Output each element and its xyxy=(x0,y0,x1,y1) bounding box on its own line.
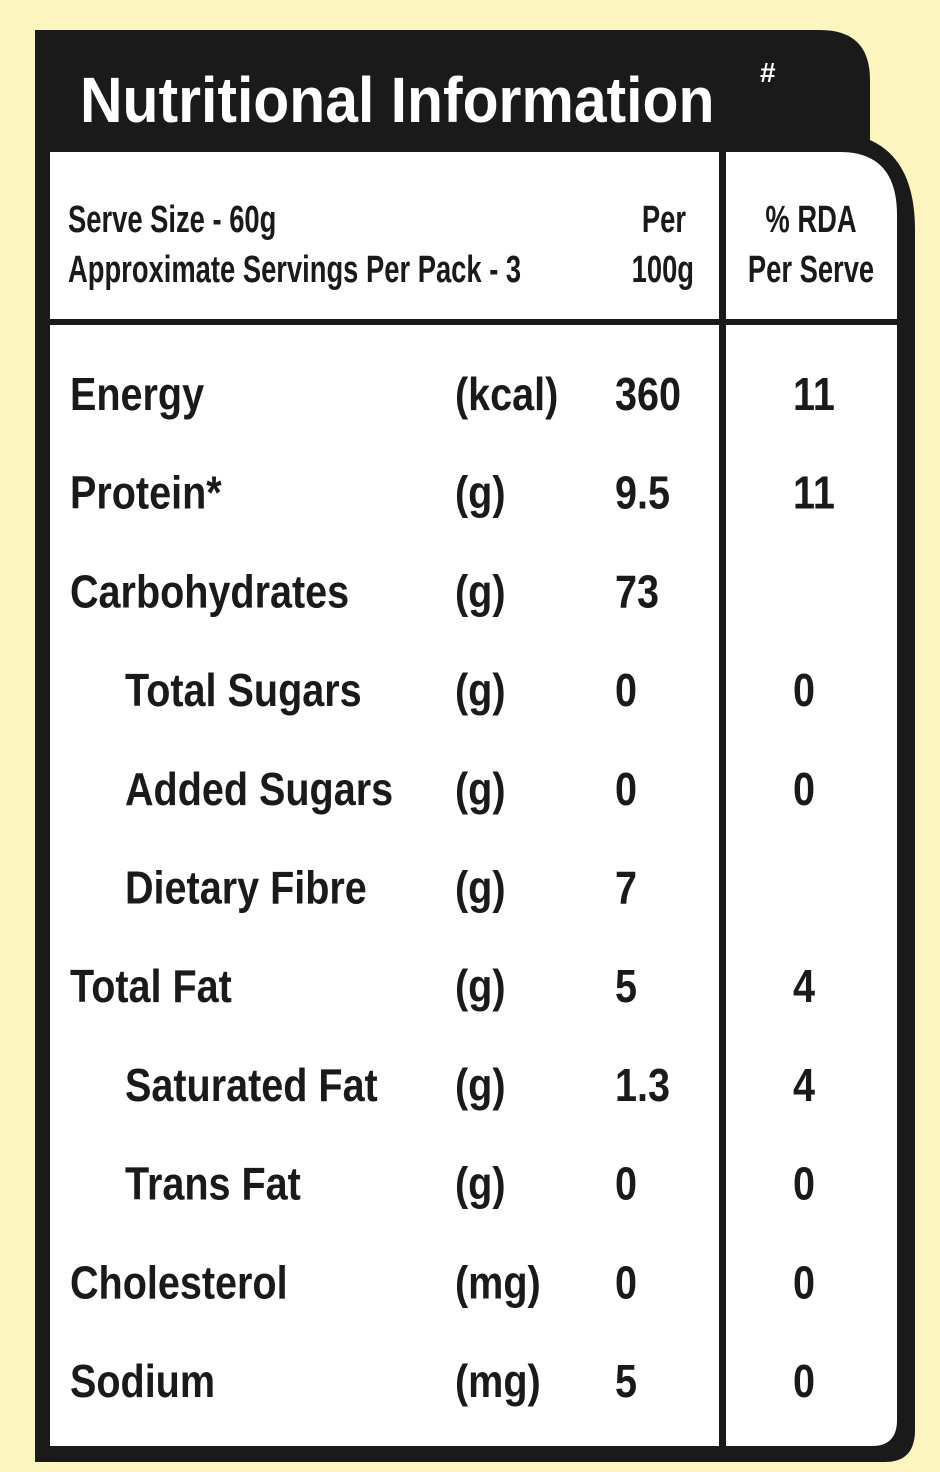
unit: (g) xyxy=(455,1060,506,1111)
per-100g: 0 xyxy=(615,665,637,716)
unit: (g) xyxy=(455,863,506,914)
rda: 11 xyxy=(793,468,835,519)
title-mark: # xyxy=(760,57,776,88)
per-100g: 9.5 xyxy=(615,468,670,519)
nutrient-name: Saturated Fat xyxy=(125,1060,378,1111)
column-header: Per Serve xyxy=(748,249,874,291)
servings: Approximate Servings Per Pack - 3 xyxy=(68,249,521,291)
unit: (g) xyxy=(455,567,506,618)
unit: (kcal) xyxy=(455,369,558,420)
column-header: Per xyxy=(642,199,686,241)
per-100g: 7 xyxy=(615,863,637,914)
rda: 0 xyxy=(793,764,815,815)
nutrient-name: Total Fat xyxy=(70,961,232,1012)
unit: (mg) xyxy=(455,1356,541,1407)
rda: 0 xyxy=(793,1356,815,1407)
per-100g: 0 xyxy=(615,1258,637,1309)
column-header: 100g xyxy=(632,249,694,291)
rda: 0 xyxy=(793,665,815,716)
per-100g: 1.3 xyxy=(615,1060,670,1111)
header-divider xyxy=(50,319,897,325)
unit: (g) xyxy=(455,961,506,1012)
nutrient-name: Carbohydrates xyxy=(70,567,349,618)
unit: (g) xyxy=(455,764,506,815)
nutrient-name: Energy xyxy=(70,369,204,420)
rda: 4 xyxy=(793,961,815,1012)
title: Nutritional Information xyxy=(80,65,714,137)
unit: (g) xyxy=(455,468,506,519)
column-divider xyxy=(719,152,726,1446)
rda: 4 xyxy=(793,1060,815,1111)
nutrient-name: Added Sugars xyxy=(125,764,393,815)
panel xyxy=(50,152,897,1446)
rda: 11 xyxy=(793,369,835,420)
nutrient-name: Sodium xyxy=(70,1356,215,1407)
per-100g: 0 xyxy=(615,1159,637,1210)
per-100g: 5 xyxy=(615,1356,637,1407)
unit: (mg) xyxy=(455,1258,541,1309)
nutrient-name: Trans Fat xyxy=(125,1159,301,1210)
per-100g: 360 xyxy=(615,369,681,420)
nutrient-name: Total Sugars xyxy=(125,665,362,716)
nutrient-name: Cholesterol xyxy=(70,1258,288,1309)
unit: (g) xyxy=(455,665,506,716)
rda: 0 xyxy=(793,1258,815,1309)
nutrient-name: Protein* xyxy=(70,468,222,519)
per-100g: 5 xyxy=(615,961,637,1012)
column-header: % RDA xyxy=(765,199,856,241)
per-100g: 73 xyxy=(615,567,659,618)
serve-size: Serve Size - 60g xyxy=(68,199,276,241)
unit: (g) xyxy=(455,1159,506,1210)
rda: 0 xyxy=(793,1159,815,1210)
nutrient-name: Dietary Fibre xyxy=(125,863,367,914)
per-100g: 0 xyxy=(615,764,637,815)
